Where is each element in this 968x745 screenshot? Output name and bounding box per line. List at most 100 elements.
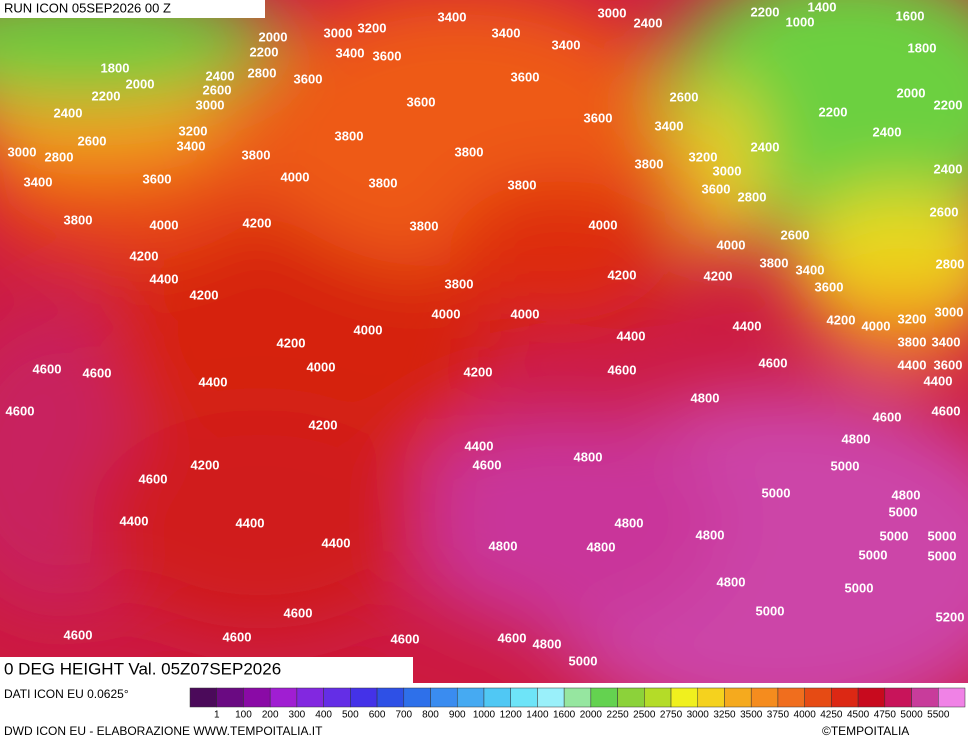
contour-label: 4200	[464, 364, 493, 379]
legend-swatch	[537, 687, 565, 708]
contour-label: 3800	[410, 218, 439, 233]
contour-label: 3400	[24, 174, 53, 189]
contour-label: 4800	[696, 527, 725, 542]
contour-label: 4400	[199, 374, 228, 389]
contour-label: 2800	[248, 65, 277, 80]
legend-swatch	[617, 687, 645, 708]
legend-label: 800	[422, 710, 439, 721]
legend-swatch	[750, 687, 779, 708]
contour-label: 4600	[223, 629, 252, 644]
legend-swatch	[296, 687, 324, 708]
contour-label: 2400	[751, 139, 780, 154]
contour-label: 3000	[713, 163, 742, 178]
contour-label: 3000	[324, 25, 353, 40]
source: DATI ICON EU 0.0625°	[4, 687, 129, 701]
contour-label: 2200	[819, 104, 848, 119]
legend-label: 1000	[473, 710, 496, 721]
legend-label: 300	[289, 710, 306, 721]
contour-label: 4800	[533, 636, 562, 651]
legend-swatch	[243, 687, 271, 708]
legend-label: 3250	[713, 710, 736, 721]
contour-label: 2800	[738, 189, 767, 204]
legend-label: 1	[214, 710, 220, 721]
legend-swatch	[911, 687, 939, 708]
contour-label: 4200	[243, 215, 272, 230]
contour-label: 4000	[511, 306, 540, 321]
legend-swatch	[510, 687, 538, 708]
contour-label: 4600	[873, 409, 902, 424]
contour-label: 4400	[617, 328, 646, 343]
contour-label: 4400	[465, 438, 494, 453]
legend-swatch	[456, 687, 485, 708]
legend-label: 3500	[740, 710, 763, 721]
contour-label: 4200	[190, 287, 219, 302]
contour-label: 3400	[552, 37, 581, 52]
legend-swatch	[323, 687, 351, 708]
legend-label: 3000	[687, 710, 710, 721]
contour-label: 2600	[670, 89, 699, 104]
contour-label: 2200	[751, 4, 780, 19]
contour-label: 3800	[445, 276, 474, 291]
contour-label: 3800	[369, 175, 398, 190]
contour-label: 2400	[934, 161, 963, 176]
contour-label: 4200	[191, 457, 220, 472]
contour-label: 2000	[897, 85, 926, 100]
contour-label: 4400	[898, 357, 927, 372]
contour-label: 3000	[935, 304, 964, 319]
contour-label: 3800	[64, 212, 93, 227]
legend-label: 700	[395, 710, 412, 721]
legend-label: 5500	[927, 710, 950, 721]
contour-label: 4600	[932, 403, 961, 418]
contour-label: 3800	[242, 147, 271, 162]
contour-label: 5000	[928, 548, 957, 563]
contour-label: 4600	[139, 471, 168, 486]
contour-label: 2400	[873, 124, 902, 139]
contour-label: 1800	[908, 40, 937, 55]
contour-label: 2200	[934, 97, 963, 112]
contour-label: 3600	[584, 110, 613, 125]
contour-label: 3200	[179, 123, 208, 138]
contour-label: 4600	[608, 362, 637, 377]
contour-label: 4400	[150, 271, 179, 286]
legend-swatch	[350, 687, 378, 708]
contour-label: 3800	[898, 334, 927, 349]
contour-label: 4600	[473, 457, 502, 472]
contour-label: 5000	[859, 547, 888, 562]
contour-label: 3400	[932, 334, 961, 349]
contour-label: 4400	[236, 515, 265, 530]
legend-label: 1200	[500, 710, 523, 721]
contour-label: 4400	[322, 535, 351, 550]
contour-label: 4800	[691, 390, 720, 405]
contour-label: 4600	[759, 355, 788, 370]
legend-label: 1400	[526, 710, 549, 721]
contour-label: 3600	[143, 171, 172, 186]
contour-label: 4800	[574, 449, 603, 464]
contour-label: 2000	[259, 29, 288, 44]
contour-label: 3600	[702, 181, 731, 196]
contour-label: 4800	[615, 515, 644, 530]
legend-label: 2000	[580, 710, 603, 721]
contour-label: 3400	[655, 118, 684, 133]
contour-label: 4800	[842, 431, 871, 446]
contour-label: 3400	[336, 45, 365, 60]
legend-label: 400	[315, 710, 332, 721]
legend-swatch	[884, 687, 912, 708]
contour-label: 5000	[831, 458, 860, 473]
legend-label: 2250	[606, 710, 629, 721]
contour-label: 3600	[294, 71, 323, 86]
contour-label: 3800	[335, 128, 364, 143]
legend-swatch	[376, 687, 405, 708]
legend-swatch	[804, 687, 832, 708]
contour-label: 3600	[934, 357, 963, 372]
legend-swatch	[831, 687, 859, 708]
contour-label: 4400	[924, 373, 953, 388]
legend-swatch	[269, 687, 298, 708]
legend-label: 4250	[820, 710, 843, 721]
legend-label: 4750	[874, 710, 897, 721]
contour-label: 3400	[492, 25, 521, 40]
contour-label: 1000	[786, 14, 815, 29]
contour-label: 3600	[407, 94, 436, 109]
contour-label: 1600	[896, 8, 925, 23]
legend-swatch	[483, 687, 511, 708]
contour-label: 5000	[762, 485, 791, 500]
